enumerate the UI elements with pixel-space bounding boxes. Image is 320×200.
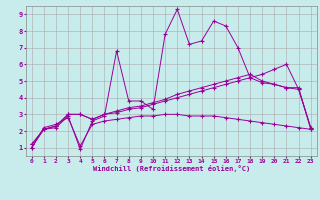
X-axis label: Windchill (Refroidissement éolien,°C): Windchill (Refroidissement éolien,°C) (92, 165, 250, 172)
